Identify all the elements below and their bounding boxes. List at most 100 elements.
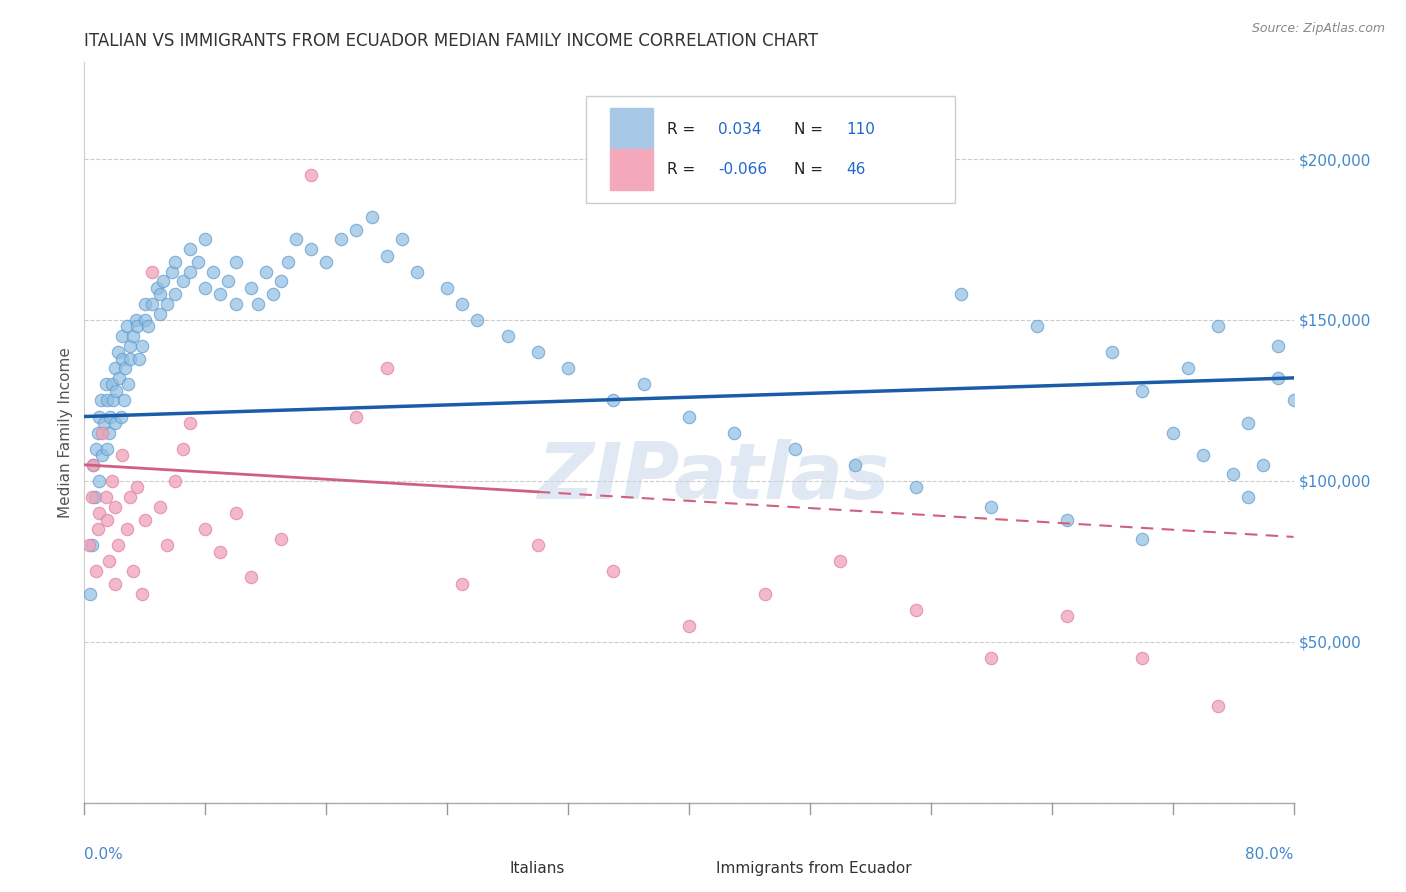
Point — [107, 538, 129, 552]
Text: 80.0%: 80.0% — [1246, 847, 1294, 863]
Point — [121, 329, 143, 343]
Point — [125, 313, 148, 327]
Text: 46: 46 — [846, 162, 866, 178]
Y-axis label: Median Family Income: Median Family Income — [58, 347, 73, 518]
Point — [375, 249, 398, 263]
Point — [1132, 384, 1154, 398]
Point — [79, 586, 101, 600]
Point — [96, 442, 118, 456]
Point — [980, 651, 1002, 665]
Point — [557, 361, 579, 376]
Point — [107, 345, 129, 359]
Text: ZIPatlas: ZIPatlas — [537, 439, 889, 515]
Point — [149, 500, 172, 514]
Point — [496, 329, 519, 343]
Point — [299, 168, 322, 182]
Point — [217, 274, 239, 288]
Point — [209, 287, 232, 301]
Point — [89, 474, 111, 488]
Point — [225, 297, 247, 311]
Point — [830, 554, 852, 568]
Point — [89, 409, 111, 424]
Point — [194, 522, 217, 536]
Point — [1101, 345, 1123, 359]
Point — [754, 586, 776, 600]
Point — [100, 474, 122, 488]
Point — [128, 351, 150, 366]
Point — [1267, 371, 1289, 385]
Point — [247, 297, 270, 311]
Point — [346, 223, 368, 237]
Point — [77, 538, 100, 552]
Point — [1253, 458, 1275, 472]
Point — [149, 287, 172, 301]
Point — [194, 232, 217, 246]
Point — [87, 522, 110, 536]
Point — [239, 570, 262, 584]
Point — [315, 255, 337, 269]
Point — [146, 281, 169, 295]
Point — [527, 538, 550, 552]
Point — [134, 297, 156, 311]
Text: 0.0%: 0.0% — [84, 847, 124, 863]
Point — [131, 339, 153, 353]
Point — [451, 577, 474, 591]
Point — [172, 442, 194, 456]
Point — [194, 281, 217, 295]
Point — [633, 377, 655, 392]
Point — [101, 393, 124, 408]
Point — [738, 178, 761, 192]
Point — [118, 339, 141, 353]
Point — [950, 287, 973, 301]
Point — [1056, 512, 1078, 526]
Point — [111, 329, 134, 343]
Point — [152, 274, 174, 288]
Point — [104, 500, 127, 514]
Point — [165, 474, 187, 488]
Point — [98, 409, 121, 424]
Bar — [676, 855, 703, 883]
Point — [602, 564, 624, 578]
Point — [121, 564, 143, 578]
Point — [678, 409, 700, 424]
Point — [375, 361, 398, 376]
Point — [1206, 319, 1229, 334]
Bar — [471, 855, 498, 883]
Text: -0.066: -0.066 — [718, 162, 768, 178]
Point — [165, 287, 187, 301]
Point — [602, 393, 624, 408]
Point — [187, 255, 209, 269]
Point — [277, 255, 299, 269]
Point — [225, 506, 247, 520]
Point — [97, 554, 120, 568]
Point — [89, 506, 111, 520]
Point — [90, 393, 112, 408]
Point — [165, 255, 187, 269]
Text: Italians: Italians — [510, 861, 565, 876]
Point — [82, 458, 104, 472]
Point — [104, 416, 127, 430]
Point — [118, 490, 141, 504]
Point — [104, 577, 127, 591]
Point — [201, 265, 224, 279]
Point — [391, 232, 413, 246]
Point — [270, 274, 292, 288]
Text: Source: ZipAtlas.com: Source: ZipAtlas.com — [1251, 22, 1385, 36]
Point — [117, 377, 139, 392]
Point — [225, 255, 247, 269]
Point — [134, 512, 156, 526]
Text: ITALIAN VS IMMIGRANTS FROM ECUADOR MEDIAN FAMILY INCOME CORRELATION CHART: ITALIAN VS IMMIGRANTS FROM ECUADOR MEDIA… — [84, 32, 818, 50]
Bar — [610, 108, 652, 149]
Point — [104, 361, 127, 376]
Point — [127, 319, 149, 334]
Point — [110, 409, 132, 424]
Point — [451, 297, 474, 311]
Text: 110: 110 — [846, 121, 875, 136]
Point — [239, 281, 262, 295]
Point — [97, 425, 120, 440]
Point — [844, 458, 866, 472]
Point — [115, 319, 138, 334]
Point — [156, 297, 179, 311]
Point — [436, 281, 458, 295]
Point — [1132, 532, 1154, 546]
